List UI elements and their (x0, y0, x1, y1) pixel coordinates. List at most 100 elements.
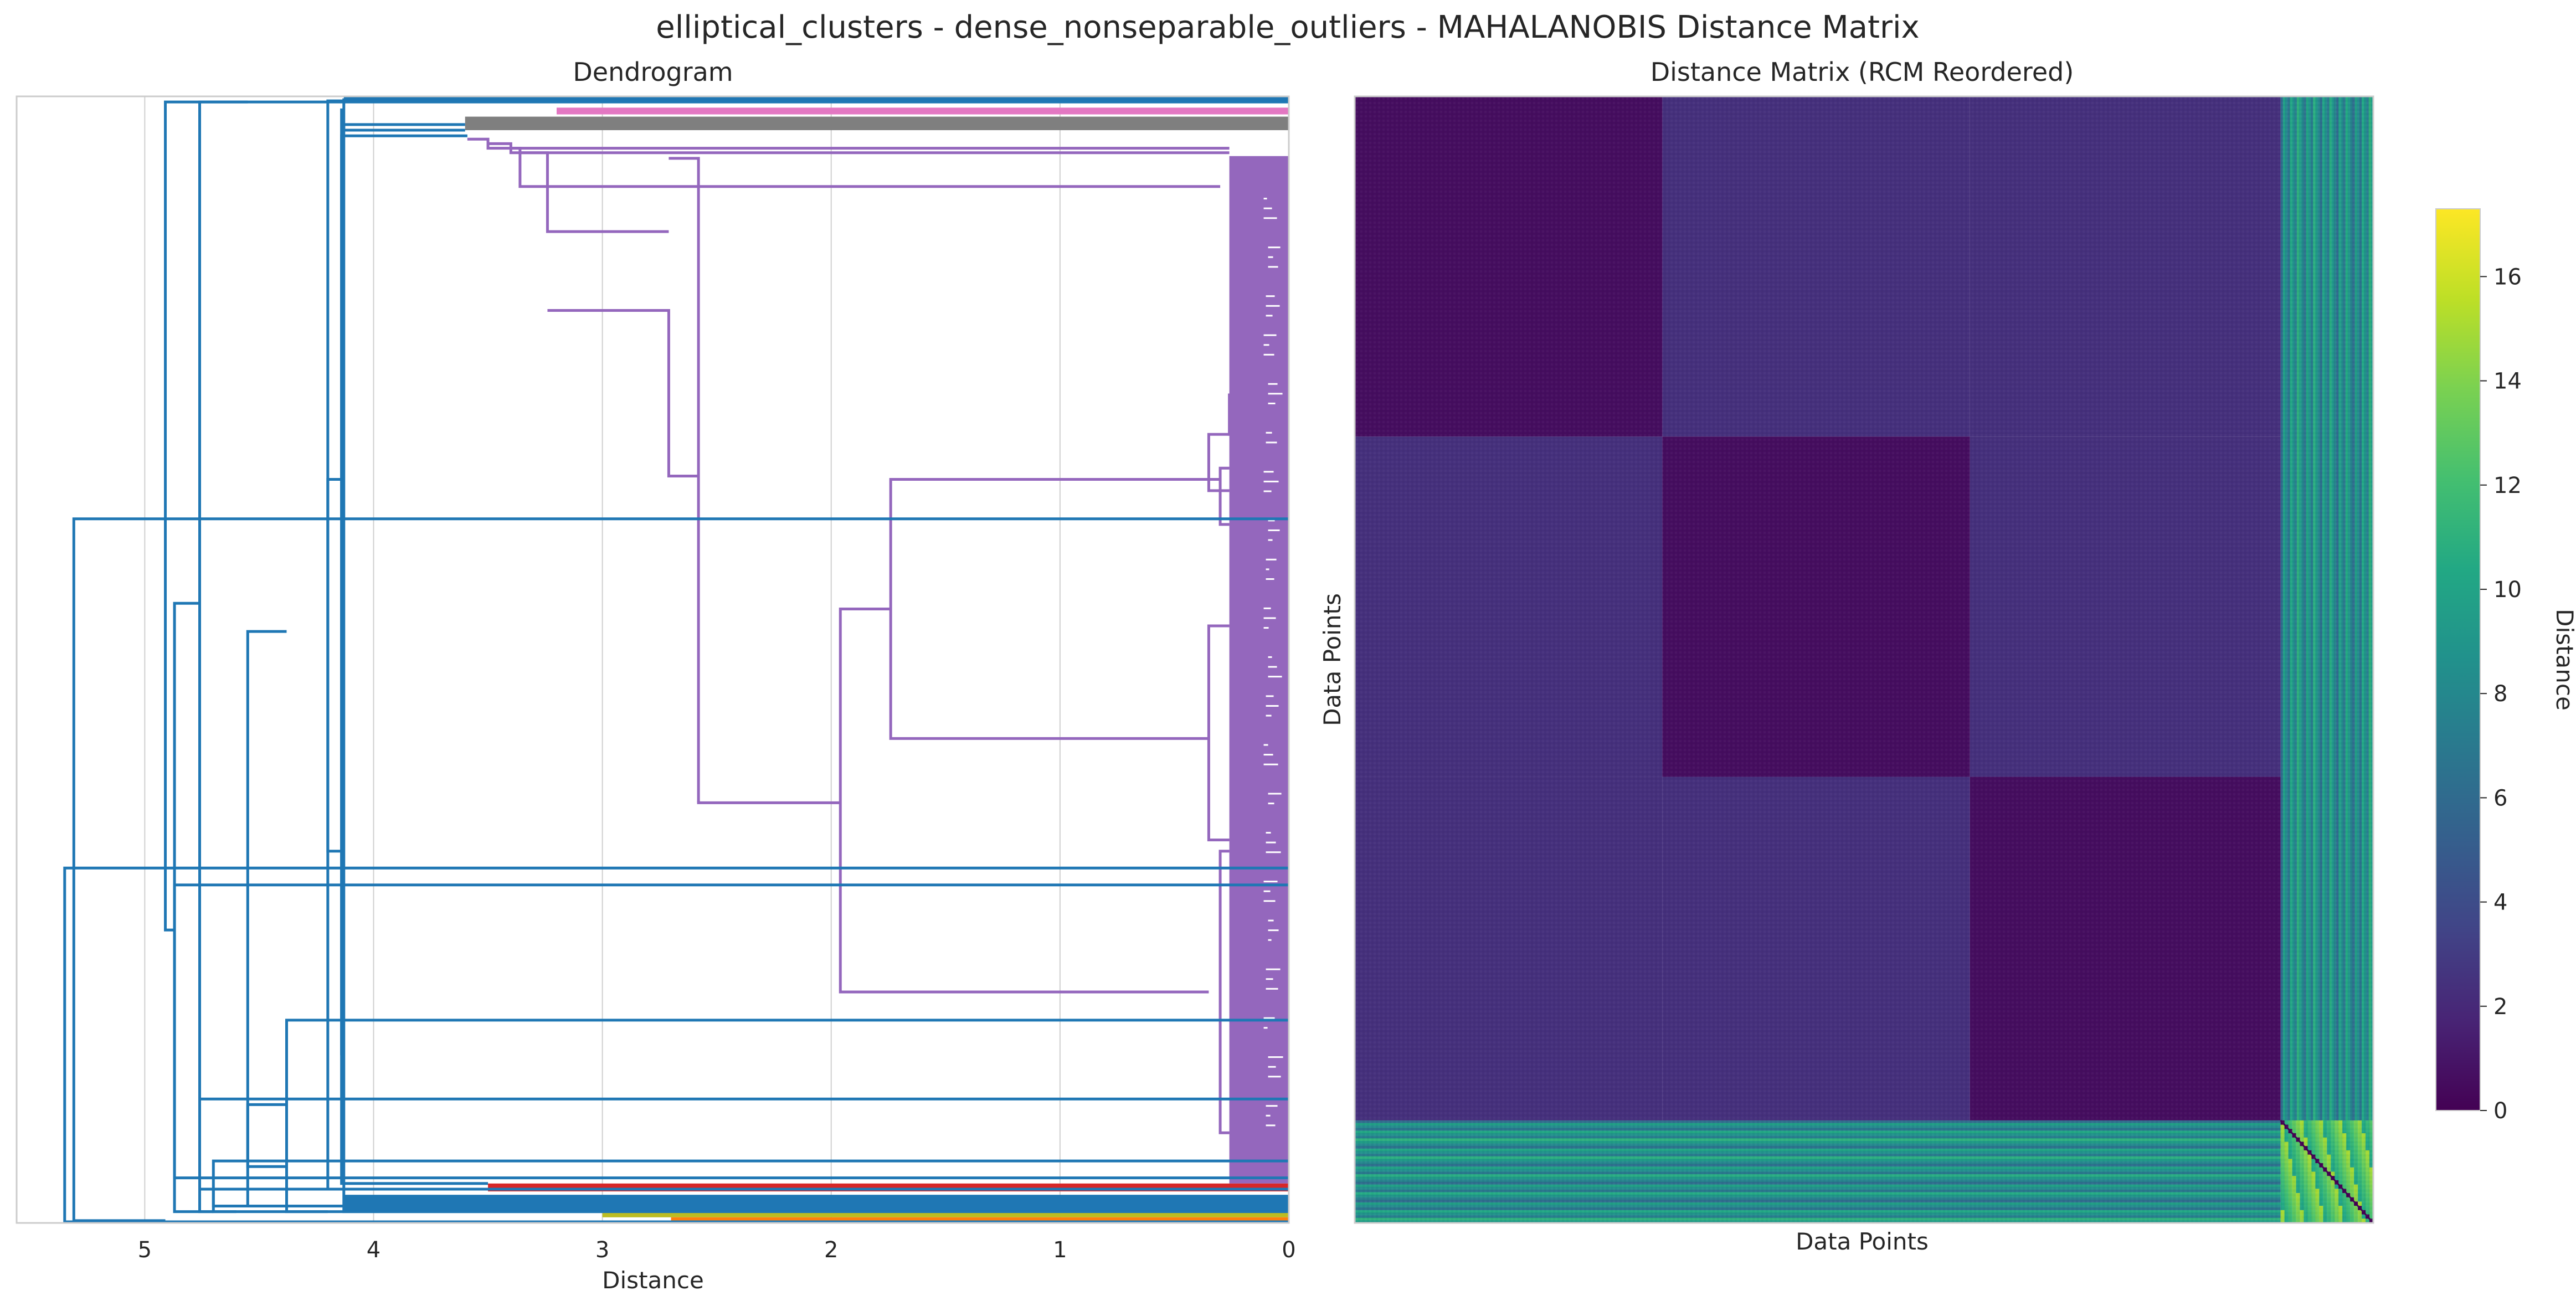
heatmap-ylabel: Data Points (1319, 593, 1346, 726)
dendrogram-link (839, 607, 1209, 994)
leaf-gap (1266, 1124, 1276, 1127)
leaf-gap (1263, 353, 1274, 356)
leaf-gap (1266, 295, 1275, 297)
x-tick-label: 4 (367, 1237, 381, 1263)
leaf-gap (1263, 480, 1279, 482)
leaf-gap (1266, 315, 1273, 317)
leaf-gap (1263, 617, 1276, 619)
colorbar-tick-label: 4 (2493, 890, 2507, 916)
orange-cluster-band (671, 1217, 1289, 1221)
x-tick-label: 3 (595, 1237, 609, 1263)
leaf-gap (1263, 900, 1276, 902)
leaf-gap (1266, 431, 1272, 434)
colorbar-tick-label: 0 (2493, 1098, 2507, 1124)
colorbar: 0 2 4 6 8 10 12 14 16 Distance (2435, 208, 2576, 1124)
dendrogram-link (246, 1103, 287, 1168)
leaf-gap (1263, 198, 1267, 200)
leaf-gap (1268, 520, 1275, 522)
dendrogram-title: Dendrogram (573, 57, 733, 87)
leaf-gap (1266, 968, 1281, 970)
leaf-gap (1268, 383, 1278, 385)
dendrogram-gridlines (144, 96, 1289, 1223)
leaf-gap (1268, 402, 1276, 404)
leaf-gap (1266, 1114, 1271, 1117)
heatmap-panel: Distance Matrix (RCM Reordered) Data Poi… (1319, 57, 2374, 1255)
leaf-gap (1263, 744, 1268, 746)
dendrogram-link (669, 157, 841, 804)
colorbar-tick-label: 6 (2493, 785, 2507, 811)
dendrogram-link (285, 1019, 1289, 1214)
leaf-gap (1268, 529, 1280, 531)
leaf-gap (1266, 831, 1271, 834)
figure-title: elliptical_clusters - dense_nonseparable… (656, 9, 1919, 45)
heatmap-xlabel: Data Points (1796, 1228, 1929, 1255)
leaf-gap (1263, 344, 1269, 346)
x-tick-label: 0 (1282, 1237, 1295, 1263)
dendrogram-link (63, 866, 1289, 1223)
leaf-gap (1263, 607, 1271, 609)
dendrogram-link (467, 137, 1230, 150)
dendrogram-link (173, 883, 1289, 1180)
dendrogram-link (198, 100, 1289, 1214)
dendrogram-link (72, 517, 1289, 1222)
leaf-gap (1268, 1076, 1281, 1078)
colorbar-tick-label: 12 (2493, 473, 2522, 498)
colorbar-tick-label: 14 (2493, 369, 2522, 394)
leaf-gap (1268, 929, 1279, 932)
leaf-gap (1268, 1056, 1283, 1058)
leaf-gap (1266, 305, 1280, 307)
leaf-gap (1263, 207, 1272, 209)
dendrogram-x-ticks: 5 4 3 2 1 0 (138, 1237, 1296, 1263)
leaf-gap (1268, 676, 1282, 678)
leaf-gap (1266, 568, 1269, 570)
leaf-gap (1268, 803, 1274, 805)
leaf-gap (1263, 217, 1277, 219)
heatmap-title: Distance Matrix (RCM Reordered) (1651, 57, 2074, 87)
x-tick-label: 2 (824, 1237, 838, 1263)
colorbar-tick-label: 16 (2493, 264, 2522, 290)
dendrogram-panel: Dendrogram 5 4 3 2 1 0 Distance (16, 57, 1296, 1294)
leaf-gap (1266, 705, 1279, 707)
leaf-gap (1266, 695, 1274, 697)
dendrogram-link (326, 478, 342, 853)
dendrogram-link (212, 1159, 1289, 1207)
leaf-gap (1268, 266, 1278, 268)
dendrogram-link (173, 601, 214, 1214)
leaf-gap (1266, 1105, 1278, 1107)
leaf-gap (1263, 1027, 1268, 1029)
leaf-gap (1263, 334, 1277, 336)
leaf-gap (1266, 558, 1277, 561)
heatmap-axes-frame (1354, 95, 2374, 1224)
colorbar-tick-label: 8 (2493, 681, 2507, 707)
leaf-gap (1268, 256, 1273, 258)
leaf-gap (1266, 441, 1277, 444)
olive-cluster-band (602, 1211, 1289, 1217)
dendrogram-axes-frame (16, 95, 1290, 1224)
dendrogram-link (1218, 466, 1230, 526)
blue-lower-leaf-band (343, 1195, 1289, 1212)
dendrogram-link (1207, 624, 1230, 841)
gray-cluster-band (465, 116, 1289, 131)
leaf-gap (1268, 666, 1277, 668)
leaf-gap (1268, 246, 1281, 249)
leaf-gap (1263, 754, 1273, 756)
leaf-gap (1263, 471, 1274, 473)
colorbar-gradient (2436, 209, 2480, 1111)
leaf-gap (1268, 939, 1272, 941)
colorbar-tick-label: 2 (2493, 994, 2507, 1020)
dendrogram-link (1228, 393, 1243, 436)
leaf-gap (1268, 1066, 1276, 1068)
dendrogram-link (212, 1187, 236, 1214)
dendrogram-links (63, 96, 1289, 1223)
leaf-gap (1263, 490, 1272, 492)
leaf-gap (1263, 627, 1269, 629)
leaf-gap (1266, 988, 1278, 990)
leaf-gap (1268, 919, 1274, 922)
leaf-gap (1263, 763, 1278, 765)
dendrogram-link (547, 309, 699, 477)
heatmap-texture (1355, 96, 2373, 1223)
dendrogram-link (164, 100, 1289, 932)
pink-cluster-band (556, 107, 1289, 115)
purple-leaf-band (1229, 156, 1289, 1184)
